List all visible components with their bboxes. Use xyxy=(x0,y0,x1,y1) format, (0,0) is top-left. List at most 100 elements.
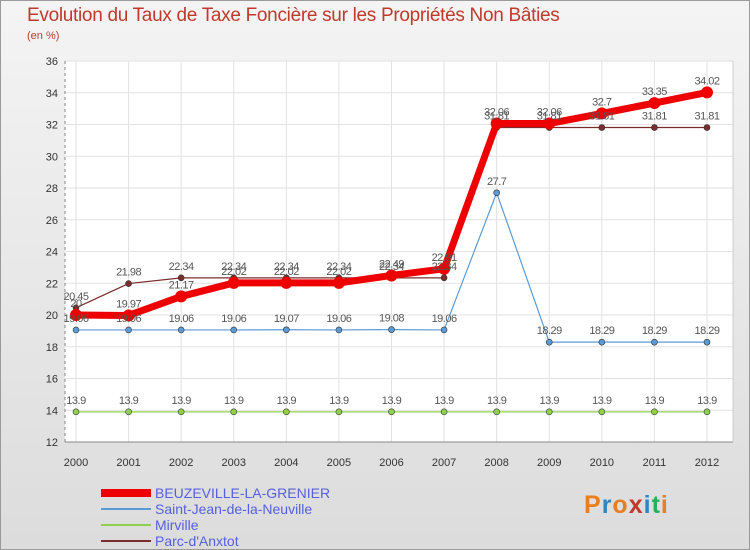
data-label: 13.9 xyxy=(434,395,454,407)
legend-item: Saint-Jean-de-la-Neuville xyxy=(101,501,330,517)
data-label: 31.81 xyxy=(694,111,719,123)
y-tick-label: 24 xyxy=(46,247,58,259)
data-label: 13.9 xyxy=(487,395,507,407)
data-label: 13.9 xyxy=(119,395,139,407)
logo-letter: i xyxy=(660,491,669,519)
data-point xyxy=(388,326,395,333)
legend-item: Parc-d'Anxtot xyxy=(101,533,330,549)
logo-letter: o xyxy=(612,491,629,519)
x-tick-label: 2006 xyxy=(379,457,403,469)
data-point xyxy=(385,269,398,282)
data-point xyxy=(227,276,240,289)
data-label: 31.81 xyxy=(484,111,509,123)
data-label: 32.06 xyxy=(484,107,509,119)
data-point xyxy=(440,408,448,416)
y-tick-label: 26 xyxy=(46,215,58,227)
data-label: 22.02 xyxy=(274,266,299,278)
data-label: 27.7 xyxy=(487,176,507,188)
data-label: 20.45 xyxy=(63,291,88,303)
legend-label: Saint-Jean-de-la-Neuville xyxy=(155,501,313,517)
data-label: 21.17 xyxy=(169,279,194,291)
data-label: 13.9 xyxy=(697,395,717,407)
line-chart: 12 14 16 18 20 22 24 26 28 30 32 34 36 2000 2001 2002 20… xyxy=(46,56,734,469)
y-tick-label: 30 xyxy=(46,151,58,163)
data-point xyxy=(332,276,345,289)
data-point xyxy=(651,338,658,346)
data-point xyxy=(595,107,608,120)
logo-letter: r xyxy=(601,491,613,519)
data-label: 13.9 xyxy=(382,395,402,407)
data-label: 13.9 xyxy=(540,395,560,407)
data-label: 19.06 xyxy=(432,313,457,325)
x-tick-label: 2001 xyxy=(116,457,140,469)
data-label: 21.98 xyxy=(116,267,141,279)
data-label: 22.02 xyxy=(326,266,351,278)
legend-swatch xyxy=(101,489,151,497)
data-point xyxy=(125,280,132,287)
data-point xyxy=(230,326,238,334)
data-label: 13.9 xyxy=(645,395,665,407)
data-point xyxy=(598,124,606,131)
y-tick-label: 36 xyxy=(46,56,58,68)
legend-label: Mirville xyxy=(155,517,199,533)
data-label: 22.34 xyxy=(326,261,351,273)
data-label: 13.9 xyxy=(224,395,244,407)
y-tick-label: 12 xyxy=(46,437,58,449)
data-point xyxy=(438,262,451,275)
x-tick-label: 2005 xyxy=(327,457,351,469)
data-point xyxy=(70,309,82,321)
legend-item: Mirville xyxy=(101,517,330,533)
data-point xyxy=(177,274,185,282)
data-point xyxy=(283,408,290,416)
data-label: 31.81 xyxy=(589,111,614,123)
legend-swatch xyxy=(101,540,151,542)
x-tick-label: 2011 xyxy=(643,457,667,469)
data-label: 19.06 xyxy=(326,313,351,325)
y-tick-label: 18 xyxy=(46,342,58,354)
y-tick-label: 22 xyxy=(46,278,58,290)
data-point xyxy=(230,408,238,416)
data-point xyxy=(440,326,448,334)
data-point xyxy=(490,117,503,130)
data-label: 22.34 xyxy=(274,261,299,273)
x-tick-label: 2000 xyxy=(64,457,88,469)
data-point xyxy=(545,408,553,416)
data-point xyxy=(543,117,556,130)
y-tick-label: 32 xyxy=(46,120,58,132)
data-point xyxy=(703,408,711,416)
logo-letter: t xyxy=(651,491,661,519)
data-point xyxy=(703,124,711,131)
data-label: 19.06 xyxy=(169,313,194,325)
data-label: 22.34 xyxy=(169,261,194,273)
logo-letter: x xyxy=(628,491,644,519)
data-label: 19.07 xyxy=(274,313,299,325)
data-point xyxy=(440,274,448,282)
data-label: 13.9 xyxy=(171,395,191,407)
y-tick-label: 28 xyxy=(46,183,58,195)
data-point xyxy=(598,408,606,416)
data-label: 34.02 xyxy=(694,75,719,87)
data-point xyxy=(493,408,500,416)
logo-letter: i xyxy=(643,491,652,519)
data-point xyxy=(651,408,658,416)
data-point xyxy=(335,408,343,416)
data-label: 19.06 xyxy=(63,313,88,325)
unit-label: (en %) xyxy=(27,30,60,42)
data-point xyxy=(122,309,135,322)
data-label: 22.49 xyxy=(379,258,404,270)
legend-label: BEUZEVILLE-LA-GRENIER xyxy=(155,485,331,501)
data-label: 18.29 xyxy=(642,325,667,337)
data-point xyxy=(701,86,713,99)
y-tick-label: 20 xyxy=(46,310,58,322)
x-tick-label: 2008 xyxy=(484,457,508,469)
x-tick-label: 2004 xyxy=(274,457,298,469)
x-tick-label: 2010 xyxy=(590,457,614,469)
data-point xyxy=(648,97,661,110)
data-label: 13.9 xyxy=(592,395,612,407)
data-label: 32.06 xyxy=(537,107,562,119)
data-point xyxy=(72,408,80,416)
data-label: 22.34 xyxy=(432,261,457,273)
data-point xyxy=(493,189,500,197)
data-point xyxy=(388,408,395,416)
